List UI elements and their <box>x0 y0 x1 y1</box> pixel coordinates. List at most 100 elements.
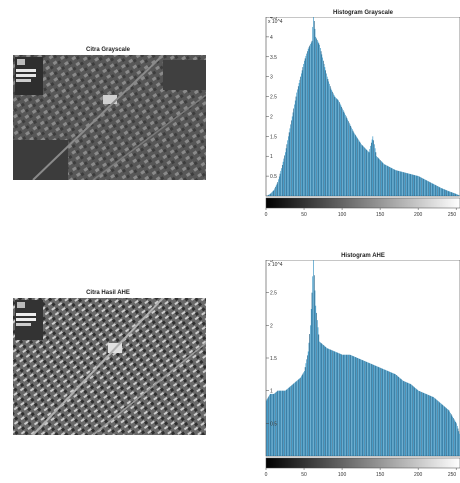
histogram-bar <box>361 144 362 196</box>
histogram-bar <box>346 354 348 456</box>
histogram-bar <box>356 357 358 456</box>
histogram-bar <box>408 173 409 196</box>
histogram-bar <box>294 104 295 196</box>
histogram-bar <box>357 358 358 456</box>
y-tick-label: 1.5 <box>270 134 277 140</box>
histogram-bar <box>349 354 351 456</box>
histogram-bar <box>313 275 315 456</box>
histogram-bar <box>277 182 279 196</box>
histogram-bar <box>363 360 365 456</box>
y-tick-label: 4 <box>270 35 273 41</box>
histogram-bar <box>327 79 329 196</box>
histogram-bar <box>434 184 436 196</box>
chart-title: Histogram Grayscale <box>332 10 394 16</box>
histogram-bar <box>340 105 342 196</box>
histogram-bar <box>379 159 380 196</box>
histogram-bar <box>408 383 409 456</box>
histogram-bar <box>324 67 326 196</box>
histogram-bar <box>409 383 411 456</box>
x-tick-label: 100 <box>338 212 347 218</box>
histogram-bar <box>450 191 451 196</box>
histogram-bar <box>395 170 396 196</box>
histogram-bar <box>431 396 432 456</box>
histogram-bar <box>430 182 431 196</box>
histogram-bar <box>319 341 320 456</box>
histogram-bar <box>285 148 287 196</box>
ahe-aerial-image <box>13 298 206 435</box>
histogram-bar <box>278 390 280 456</box>
histogram-bar <box>380 161 382 196</box>
histogram-bar <box>329 86 331 196</box>
histogram-bar <box>343 111 345 196</box>
histogram-bar <box>382 368 384 456</box>
histogram-bar <box>269 395 270 456</box>
histogram-bar <box>351 355 352 456</box>
histogram-bar <box>453 193 455 196</box>
histogram-bar <box>410 174 412 196</box>
histogram-bar <box>437 186 438 196</box>
histogram-bar <box>336 98 338 196</box>
histogram-bar <box>275 392 276 456</box>
histogram-bar <box>373 364 374 456</box>
histogram-bar <box>426 394 428 456</box>
histogram-bar <box>419 176 421 196</box>
histogram-bar <box>339 102 340 196</box>
y-tick-label: 0.5 <box>270 421 277 427</box>
histogram-bar <box>425 179 426 196</box>
histogram-bar <box>286 144 288 196</box>
histogram-bar <box>393 168 394 196</box>
histogram-bar <box>424 393 425 456</box>
bottom-image-title: Citra Hasil AHE <box>86 290 130 296</box>
histogram-bar <box>321 54 323 196</box>
histogram-bar <box>389 166 390 196</box>
histogram-bar <box>411 384 412 456</box>
histogram-bar <box>332 350 334 456</box>
histogram-bar <box>378 367 380 456</box>
histogram-bar <box>433 184 435 196</box>
histogram-bar <box>405 381 406 456</box>
histogram-bar <box>352 356 354 456</box>
histogram-bar <box>415 175 417 196</box>
histogram-bar <box>288 388 289 456</box>
histogram-bar <box>292 384 294 456</box>
histogram-bar <box>342 108 343 196</box>
histogram-bar <box>391 168 393 196</box>
histogram-bar <box>323 344 324 456</box>
histogram-bar <box>458 431 460 456</box>
histogram-bar <box>406 382 408 456</box>
histogram-bar <box>283 390 285 456</box>
histogram-bar <box>365 149 367 196</box>
histogram-bar <box>291 384 293 456</box>
histogram-bar <box>352 130 354 196</box>
histogram-bar <box>351 355 353 456</box>
histogram-bar <box>387 166 389 196</box>
histogram-bar <box>440 403 442 456</box>
histogram-bar <box>370 363 371 456</box>
x-tick-label: 250 <box>448 472 457 478</box>
histogram-bar <box>377 366 378 456</box>
histogram-bar <box>423 178 425 196</box>
histogram-bar <box>414 175 415 196</box>
histogram-bar <box>331 90 333 196</box>
histogram-bar <box>299 378 301 456</box>
histogram-bar <box>458 195 460 196</box>
histogram-bar <box>304 367 306 456</box>
grayscale-aerial-image <box>13 55 206 180</box>
histogram-bar <box>440 187 441 196</box>
histogram-bar <box>281 390 282 456</box>
histogram-bar <box>348 354 349 456</box>
histogram-bar <box>271 192 272 196</box>
histogram-bar <box>337 352 339 456</box>
histogram-bar <box>311 40 313 197</box>
histogram-bar <box>442 188 444 196</box>
histogram-bar <box>302 67 304 196</box>
histogram-bar <box>396 170 398 196</box>
histogram-bar <box>445 189 447 196</box>
histogram-bar <box>447 409 449 456</box>
histogram-bar <box>456 425 458 456</box>
histogram-bar <box>434 184 435 196</box>
histogram-bar <box>288 136 289 196</box>
histogram-bar <box>294 382 295 456</box>
histogram-bar <box>368 152 370 196</box>
histogram-bar <box>429 182 431 196</box>
